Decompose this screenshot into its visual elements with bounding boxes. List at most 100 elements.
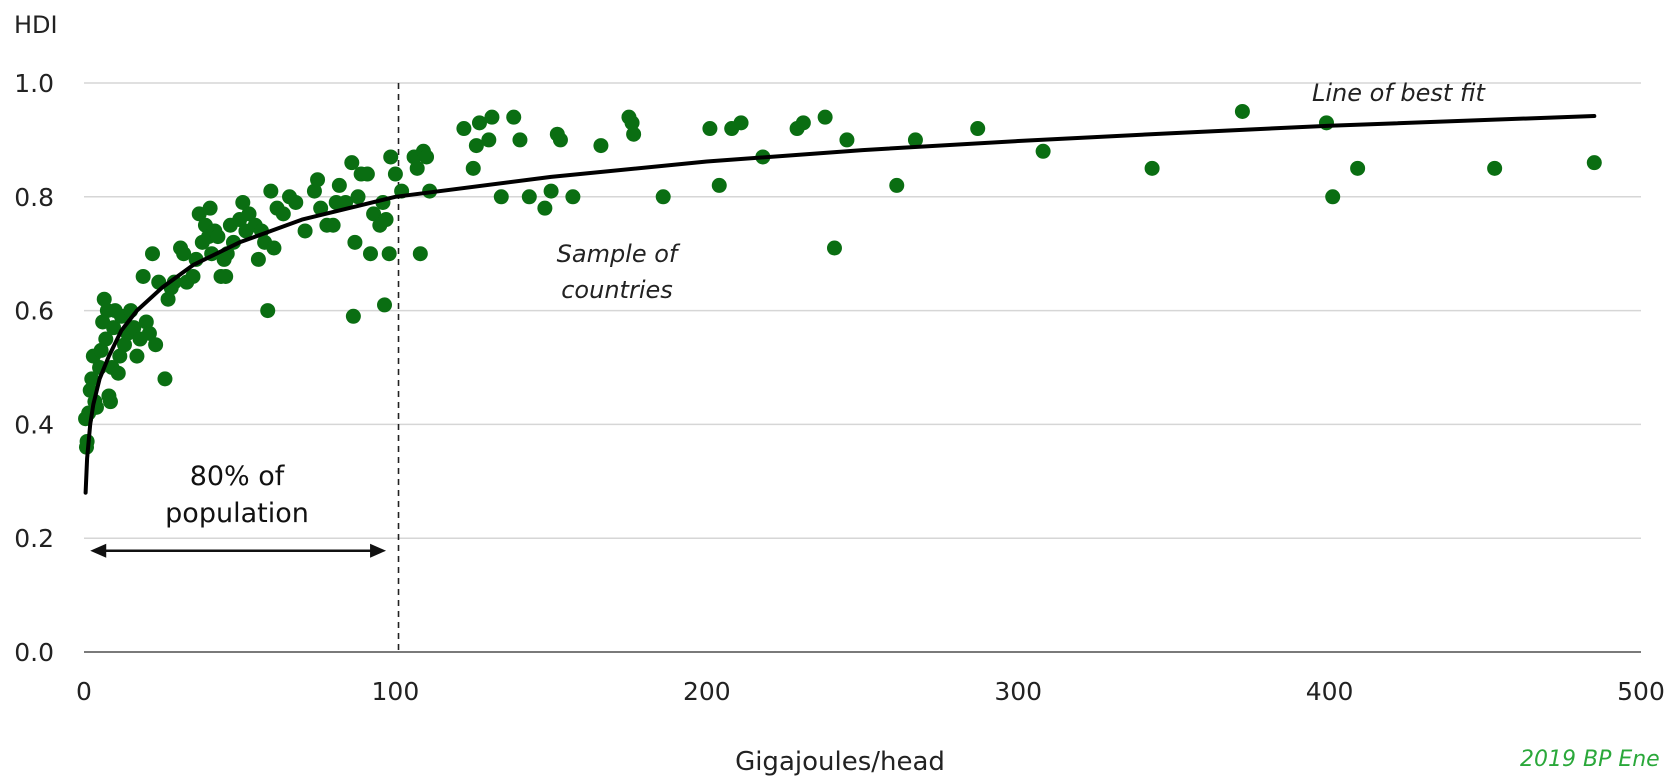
data-point xyxy=(537,200,553,216)
source-note: 2019 BP Ene xyxy=(1520,747,1660,772)
x-tick-label: 200 xyxy=(683,677,731,706)
data-point xyxy=(733,115,749,131)
data-point xyxy=(1586,155,1602,171)
population-label-line1: 80% of xyxy=(190,461,286,492)
data-point xyxy=(593,138,609,154)
y-tick-label: 0.2 xyxy=(14,524,54,553)
x-tick-label: 100 xyxy=(372,677,420,706)
data-point xyxy=(266,240,282,256)
x-tick-label: 300 xyxy=(994,677,1042,706)
data-point xyxy=(135,268,151,284)
data-point xyxy=(387,166,403,182)
data-point xyxy=(93,342,109,358)
data-point xyxy=(350,189,366,205)
data-point xyxy=(565,189,581,205)
data-point xyxy=(141,325,157,341)
data-point xyxy=(468,138,484,154)
data-point xyxy=(110,365,126,381)
data-point xyxy=(543,183,559,199)
data-point xyxy=(626,126,642,142)
population-arrow-left-head xyxy=(90,543,107,558)
data-point xyxy=(345,308,361,324)
data-point xyxy=(512,132,528,148)
data-point xyxy=(218,268,234,284)
data-point xyxy=(138,314,154,330)
data-point xyxy=(521,189,537,205)
data-point xyxy=(160,291,176,307)
data-point xyxy=(275,206,291,222)
data-point xyxy=(1350,160,1366,176)
data-point xyxy=(102,394,118,410)
x-axis-title: Gigajoules/head xyxy=(735,747,945,777)
data-point xyxy=(202,200,218,216)
data-point xyxy=(106,320,122,336)
data-point xyxy=(148,337,164,353)
y-tick-label: 0.6 xyxy=(14,297,54,326)
data-point xyxy=(817,109,833,125)
x-tick-label: 500 xyxy=(1617,677,1665,706)
data-point xyxy=(465,160,481,176)
data-point xyxy=(98,331,114,347)
data-point xyxy=(409,160,425,176)
best-fit-label: Line of best fit xyxy=(1312,79,1486,107)
data-point xyxy=(1234,103,1250,119)
data-point xyxy=(112,348,128,364)
data-point xyxy=(839,132,855,148)
population-arrow-right-head xyxy=(370,543,387,558)
data-point xyxy=(383,149,399,165)
data-point xyxy=(185,268,201,284)
fit-line-group xyxy=(83,114,1597,495)
data-point xyxy=(655,189,671,205)
data-point xyxy=(484,109,500,125)
data-point xyxy=(624,115,640,131)
data-point xyxy=(552,132,568,148)
data-point xyxy=(419,149,435,165)
data-point xyxy=(471,115,487,131)
data-point xyxy=(129,348,145,364)
data-point xyxy=(288,194,304,210)
data-point xyxy=(711,177,727,193)
data-point xyxy=(889,177,905,193)
data-point xyxy=(145,246,161,262)
data-point xyxy=(241,206,257,222)
data-point xyxy=(412,246,428,262)
data-points xyxy=(78,103,1602,455)
data-point xyxy=(1144,160,1160,176)
data-point xyxy=(362,246,378,262)
data-point xyxy=(84,371,100,387)
data-point xyxy=(1325,189,1341,205)
data-point xyxy=(366,206,382,222)
data-point xyxy=(325,217,341,233)
data-point xyxy=(381,246,397,262)
data-point xyxy=(157,371,173,387)
y-tick-label: 0.0 xyxy=(14,638,54,667)
data-point xyxy=(456,121,472,137)
data-point xyxy=(826,240,842,256)
data-point xyxy=(970,121,986,137)
reference-line-group xyxy=(90,83,400,652)
data-point xyxy=(310,172,326,188)
data-point xyxy=(260,303,276,319)
data-point xyxy=(378,212,394,228)
sample-label-line2: countries xyxy=(561,276,673,304)
data-point xyxy=(235,194,251,210)
y-tick-label: 0.4 xyxy=(14,410,54,439)
annotations: HDI Gigajoules/head Line of best fit Sam… xyxy=(14,11,1660,777)
data-point xyxy=(96,291,112,307)
data-point xyxy=(702,121,718,137)
data-point xyxy=(493,189,509,205)
y-tick-label: 0.8 xyxy=(14,183,54,212)
data-point xyxy=(359,166,375,182)
x-tick-label: 400 xyxy=(1306,677,1354,706)
data-point xyxy=(344,155,360,171)
data-point xyxy=(795,115,811,131)
axes: 0.0 0.2 0.4 0.6 0.8 1.0 0 100 200 300 400 500 xyxy=(14,69,1665,706)
data-point xyxy=(331,177,347,193)
data-point xyxy=(377,297,393,313)
data-point xyxy=(907,132,923,148)
data-point xyxy=(347,234,363,250)
data-point xyxy=(1035,143,1051,159)
sample-label-line1: Sample of xyxy=(557,240,681,268)
data-point xyxy=(126,320,142,336)
